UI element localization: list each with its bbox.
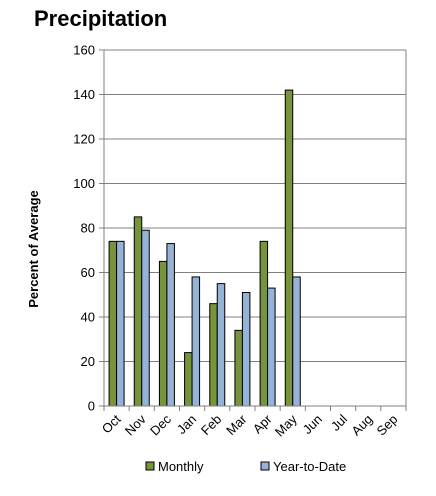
- x-tick-label: Aug: [348, 412, 375, 439]
- x-tick-label: Dec: [147, 411, 174, 438]
- bar-monthly-mar: [234, 329, 243, 407]
- y-tick-label: 160: [73, 43, 95, 58]
- y-tick-label: 20: [81, 354, 95, 369]
- legend-label-year-to-date: Year-to-Date: [273, 459, 346, 474]
- x-tick-label: Oct: [99, 411, 124, 436]
- y-tick-labels: 0 20 40 60 80 100 120 140 160: [73, 43, 95, 414]
- bar-year-to-date-feb: [216, 283, 226, 407]
- y-tick-label: 120: [73, 132, 95, 147]
- y-tick-label: 100: [73, 176, 95, 191]
- legend-label-monthly: Monthly: [158, 459, 204, 474]
- bar-year-to-date-may: [292, 276, 301, 407]
- bars: [108, 89, 301, 407]
- x-tick-label: Mar: [223, 411, 250, 438]
- y-tick-label: 60: [81, 265, 95, 280]
- y-tick-label: 0: [88, 399, 95, 414]
- bar-monthly-nov: [133, 216, 143, 407]
- x-tick-label: Feb: [198, 412, 224, 438]
- bar-year-to-date-oct: [116, 240, 125, 407]
- y-tick-label: 80: [81, 221, 95, 236]
- axes: [99, 49, 407, 411]
- x-tick-label: Jan: [174, 412, 199, 437]
- bar-monthly-oct: [108, 240, 118, 407]
- y-axis-label: Percent of Average: [26, 190, 41, 308]
- x-tick-label: Nov: [122, 411, 149, 438]
- bar-year-to-date-dec: [166, 243, 175, 407]
- legend-swatch-year-to-date: [260, 461, 270, 471]
- bar-monthly-feb: [209, 303, 218, 407]
- bar-year-to-date-nov: [141, 229, 150, 407]
- y-tick-label: 140: [73, 87, 95, 102]
- bar-monthly-dec: [158, 260, 168, 407]
- y-tick-label: 40: [81, 310, 95, 325]
- bar-monthly-may: [284, 89, 294, 407]
- legend-swatch-monthly: [145, 461, 155, 471]
- bar-monthly-apr: [259, 240, 269, 407]
- x-tick-label: Sep: [374, 412, 401, 439]
- chart-title: Precipitation: [34, 6, 168, 31]
- x-tick-label: Apr: [250, 411, 275, 436]
- x-tick-label: Jul: [328, 411, 350, 433]
- bar-year-to-date-apr: [267, 287, 276, 407]
- x-tick-label: May: [272, 411, 300, 439]
- legend: Monthly Year-to-Date: [145, 459, 346, 474]
- gridlines: [104, 49, 406, 362]
- bar-monthly-jan: [184, 352, 193, 407]
- bar-year-to-date-mar: [241, 292, 251, 407]
- bar-year-to-date-jan: [191, 276, 201, 407]
- x-tick-label: Jun: [300, 412, 325, 437]
